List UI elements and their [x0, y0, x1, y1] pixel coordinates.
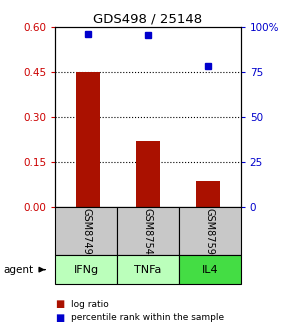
Text: ■: ■ — [55, 312, 64, 323]
Text: GSM8759: GSM8759 — [205, 208, 215, 254]
Bar — [76, 72, 100, 207]
Text: GSM8749: GSM8749 — [81, 208, 91, 254]
Text: log ratio: log ratio — [71, 300, 109, 308]
Title: GDS498 / 25148: GDS498 / 25148 — [93, 13, 202, 26]
Text: TNFa: TNFa — [134, 265, 162, 275]
Text: IL4: IL4 — [202, 265, 218, 275]
Text: percentile rank within the sample: percentile rank within the sample — [71, 313, 224, 322]
Text: GSM8754: GSM8754 — [143, 208, 153, 254]
Bar — [136, 141, 160, 207]
Text: agent: agent — [3, 265, 33, 275]
Bar — [196, 181, 220, 207]
Text: IFNg: IFNg — [73, 265, 99, 275]
Text: ■: ■ — [55, 299, 64, 309]
